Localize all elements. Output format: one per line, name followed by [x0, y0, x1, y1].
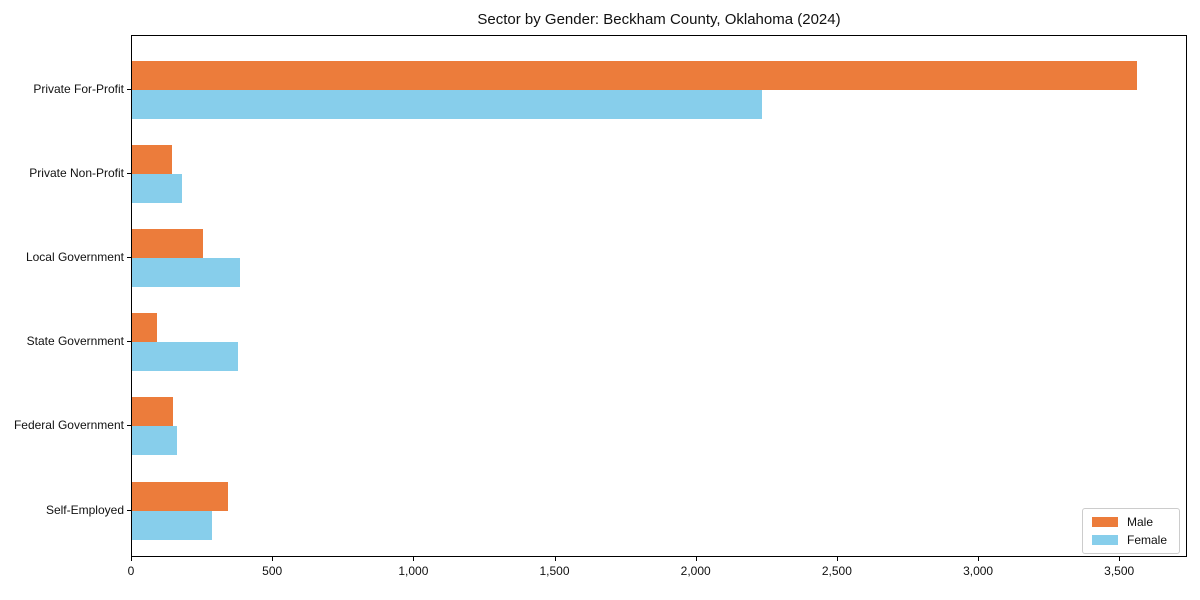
- x-tick-label-4: 2,000: [680, 564, 711, 578]
- x-tick-mark: [272, 557, 274, 561]
- x-tick-label-1: 500: [262, 564, 283, 578]
- y-axis-label-5: Self-Employed: [45, 502, 124, 517]
- bar-female-5: [132, 510, 212, 540]
- y-tick-mark: [127, 509, 131, 511]
- legend-swatch-female: [1091, 535, 1118, 545]
- chart-title: Sector by Gender: Beckham County, Oklaho…: [477, 11, 841, 28]
- legend-label-female: Female: [1126, 533, 1167, 547]
- x-tick-mark: [1119, 557, 1121, 561]
- bar-male-4: [132, 397, 173, 427]
- legend: Male Female: [1081, 508, 1180, 554]
- y-axis-label-0: Private For-Profit: [33, 81, 124, 96]
- x-tick-label-0: 0: [127, 564, 135, 578]
- x-tick-label-7: 3,500: [1104, 564, 1135, 578]
- x-tick-mark: [413, 557, 415, 561]
- legend-entry-male: Male: [1091, 515, 1167, 529]
- bar-male-5: [132, 481, 228, 511]
- legend-label-male: Male: [1126, 515, 1153, 529]
- x-tick-label-3: 1,500: [539, 564, 570, 578]
- bar-female-1: [132, 173, 182, 203]
- bar-male-2: [132, 229, 204, 258]
- legend-entry-female: Female: [1091, 533, 1167, 547]
- y-tick-mark: [127, 425, 131, 427]
- y-tick-mark: [127, 257, 131, 258]
- x-tick-label-2: 1,000: [398, 564, 429, 578]
- y-tick-mark: [127, 172, 131, 174]
- y-axis-label-3: State Government: [26, 334, 124, 349]
- x-tick-mark: [695, 557, 697, 561]
- y-axis-label-4: Federal Government: [13, 418, 124, 433]
- x-tick-mark: [554, 557, 556, 561]
- x-tick-label-6: 3,000: [963, 564, 994, 578]
- legend-swatch-male: [1091, 517, 1118, 527]
- x-tick-label-5: 2,500: [821, 564, 852, 578]
- y-axis-label-1: Private Non-Profit: [29, 165, 124, 180]
- bar-male-0: [132, 60, 1138, 90]
- bar-female-0: [132, 89, 762, 119]
- x-tick-mark: [131, 557, 132, 561]
- bar-male-3: [132, 313, 158, 343]
- bar-female-3: [132, 342, 238, 372]
- bar-male-1: [132, 144, 173, 174]
- y-axis-label-2: Local Government: [25, 250, 124, 264]
- y-tick-mark: [127, 341, 131, 343]
- plot-area: Male Female: [131, 35, 1187, 557]
- x-tick-mark: [978, 557, 980, 561]
- y-tick-mark: [127, 88, 131, 90]
- x-tick-mark: [836, 557, 838, 561]
- bar-female-4: [132, 426, 177, 456]
- bar-female-2: [132, 258, 241, 287]
